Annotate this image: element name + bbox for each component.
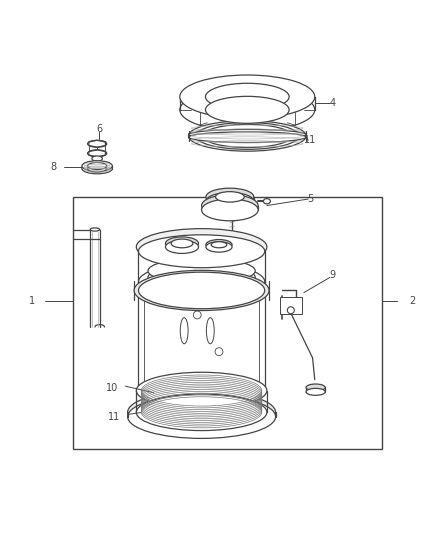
Ellipse shape (188, 130, 306, 140)
Text: 6: 6 (96, 124, 102, 134)
Ellipse shape (127, 395, 276, 439)
Circle shape (287, 307, 294, 314)
Ellipse shape (166, 237, 198, 250)
Ellipse shape (263, 199, 270, 204)
Ellipse shape (206, 241, 232, 252)
Ellipse shape (206, 188, 254, 206)
Ellipse shape (306, 384, 325, 391)
Text: 2: 2 (410, 296, 416, 306)
Bar (144, 284, 259, 389)
Ellipse shape (180, 75, 315, 118)
Ellipse shape (88, 150, 107, 157)
Ellipse shape (88, 163, 107, 169)
Ellipse shape (138, 272, 265, 309)
Ellipse shape (215, 192, 244, 202)
Ellipse shape (171, 239, 193, 248)
Ellipse shape (136, 229, 267, 265)
Ellipse shape (201, 199, 258, 221)
Ellipse shape (188, 120, 306, 151)
Ellipse shape (92, 156, 102, 161)
Ellipse shape (136, 394, 267, 431)
Text: 10: 10 (106, 383, 119, 393)
Ellipse shape (88, 140, 107, 147)
Ellipse shape (194, 417, 209, 421)
Ellipse shape (180, 318, 188, 344)
Ellipse shape (82, 163, 113, 174)
Ellipse shape (82, 161, 113, 171)
Ellipse shape (148, 264, 255, 290)
Ellipse shape (188, 132, 306, 142)
Text: 11: 11 (109, 411, 121, 422)
Ellipse shape (134, 270, 269, 311)
Bar (280, 297, 302, 314)
Text: 4: 4 (329, 98, 335, 108)
Ellipse shape (166, 240, 198, 254)
Ellipse shape (205, 96, 289, 123)
Ellipse shape (180, 88, 315, 132)
Ellipse shape (141, 397, 262, 428)
Ellipse shape (306, 389, 325, 395)
Ellipse shape (201, 195, 258, 216)
Ellipse shape (127, 391, 276, 434)
Ellipse shape (206, 239, 232, 250)
Bar (73, 197, 382, 449)
Ellipse shape (196, 123, 299, 149)
Ellipse shape (90, 228, 100, 231)
Ellipse shape (88, 165, 107, 172)
Text: 9: 9 (329, 270, 335, 280)
Ellipse shape (136, 372, 267, 409)
Ellipse shape (138, 263, 265, 300)
Text: 11: 11 (304, 135, 317, 146)
Text: 5: 5 (307, 194, 314, 204)
Ellipse shape (203, 124, 292, 148)
Ellipse shape (138, 235, 265, 268)
Ellipse shape (138, 372, 265, 409)
Ellipse shape (148, 258, 255, 284)
Ellipse shape (205, 83, 289, 110)
Circle shape (215, 348, 223, 356)
Circle shape (193, 311, 201, 319)
Ellipse shape (206, 192, 254, 210)
Ellipse shape (206, 318, 214, 344)
Ellipse shape (211, 241, 227, 248)
Text: 1: 1 (29, 296, 35, 306)
Text: 8: 8 (50, 162, 57, 172)
